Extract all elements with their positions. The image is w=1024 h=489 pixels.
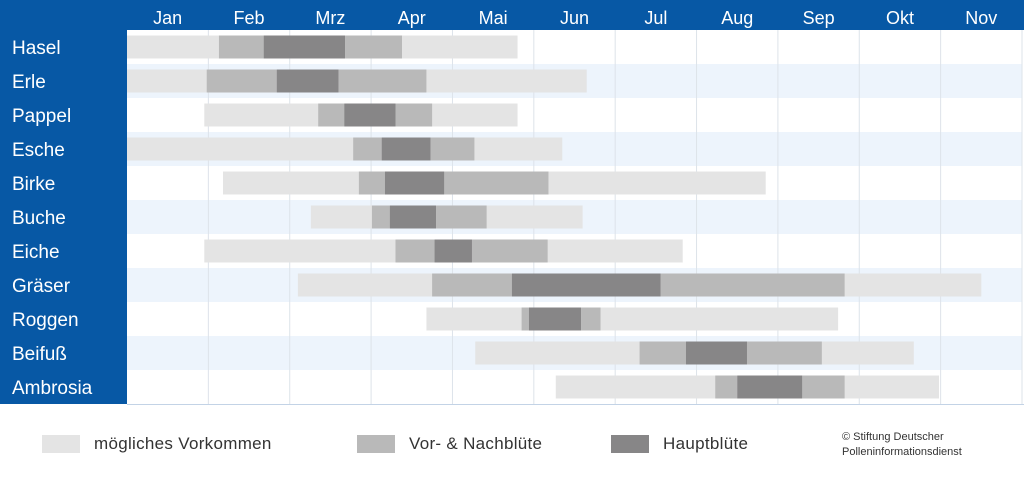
month-tick-label: Jan [153, 8, 182, 28]
bar-segment-pre-post [395, 239, 435, 263]
month-tick-label: Sep [803, 8, 835, 28]
bar-segment-main [511, 273, 661, 297]
legend-swatch-pre-post [357, 435, 395, 453]
row-label: Erle [12, 72, 46, 93]
bar-segment-main [344, 103, 396, 127]
row-label: Ambrosia [12, 378, 93, 399]
credit-line-2: Polleninformationsdienst [842, 446, 962, 458]
bar-segment-main [384, 171, 445, 195]
legend-item-possible: mögliches Vorkommen [42, 434, 272, 454]
credit-line-1: © Stiftung Deutscher [842, 431, 944, 443]
month-tick-label: Jun [560, 8, 589, 28]
bar-segment-possible [127, 137, 563, 161]
legend-label-main: Hauptblüte [663, 434, 749, 453]
bar-segment-pre-post [802, 375, 845, 399]
bar-segment-pre-post [371, 205, 390, 229]
bar-segment-main [737, 375, 803, 399]
legend-item-pre-post: Vor- & Nachblüte [357, 434, 542, 454]
bar-segment-main [528, 307, 582, 331]
row-label: Beifuß [12, 344, 67, 365]
bar-segment-pre-post [206, 69, 277, 93]
row-label: Eiche [12, 242, 60, 263]
bar-segment-pre-post [581, 307, 601, 331]
month-tick-label: Nov [965, 8, 997, 28]
bar-segment-pre-post [218, 35, 264, 59]
bar-segment-pre-post [715, 375, 738, 399]
legend-swatch-main [611, 435, 649, 453]
month-tick-label: Okt [886, 8, 914, 28]
legend-item-main: Hauptblüte [611, 434, 748, 454]
bar-segment-pre-post [345, 35, 403, 59]
copyright-credit: © Stiftung Deutscher Polleninformationsd… [842, 430, 962, 460]
bar-segment-possible [426, 307, 839, 331]
bar-segment-pre-post [395, 103, 433, 127]
bar-segment-main [381, 137, 431, 161]
bar-segment-pre-post [746, 341, 822, 365]
bar-segment-pre-post [471, 239, 548, 263]
month-tick-label: Feb [234, 8, 265, 28]
bar-segment-pre-post [660, 273, 845, 297]
month-tick-label: Apr [398, 8, 426, 28]
label-column [0, 0, 127, 404]
bar-segment-pre-post [639, 341, 686, 365]
row-label: Buche [12, 208, 66, 229]
row-label: Birke [12, 174, 55, 195]
bar-segment-main [389, 205, 437, 229]
month-tick-label: Jul [644, 8, 667, 28]
row-label: Hasel [12, 38, 61, 59]
bar-segment-pre-post [338, 69, 427, 93]
bar-segment-pre-post [318, 103, 345, 127]
bar-segment-pre-post [436, 205, 487, 229]
row-label: Gräser [12, 276, 71, 297]
pollen-calendar-chart: Jan Feb Mrz Apr Mai Jun Jul Aug Sep Okt Nov Hasel Er… [0, 0, 1024, 405]
bar-segment-pre-post [432, 273, 512, 297]
legend: mögliches Vorkommen Vor- & Nachblüte Hau… [0, 426, 1024, 486]
bar-segment-pre-post [358, 171, 385, 195]
bar-segment-main [434, 239, 472, 263]
bar-segment-pre-post [521, 307, 529, 331]
chart-svg: Jan Feb Mrz Apr Mai Jun Jul Aug Sep Okt Nov Hasel Er… [0, 0, 1024, 405]
row-label: Pappel [12, 106, 71, 127]
legend-label-possible: mögliches Vorkommen [94, 434, 272, 453]
bar-segment-main [685, 341, 747, 365]
row-label: Roggen [12, 310, 79, 331]
bar-segment-pre-post [444, 171, 549, 195]
legend-label-pre-post: Vor- & Nachblüte [409, 434, 543, 453]
row-label: Esche [12, 140, 65, 161]
month-header-band [0, 0, 1024, 30]
bar-segment-pre-post [353, 137, 382, 161]
legend-swatch-possible [42, 435, 80, 453]
bar-segment-main [263, 35, 346, 59]
month-tick-label: Mai [479, 8, 508, 28]
bar-segment-main [276, 69, 339, 93]
month-tick-label: Mrz [315, 8, 345, 28]
month-tick-label: Aug [721, 8, 753, 28]
bar-segment-pre-post [430, 137, 475, 161]
